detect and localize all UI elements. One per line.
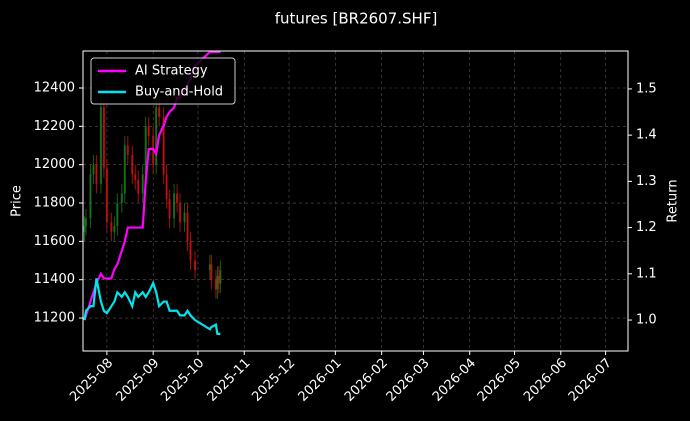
y-tick-label: 11200	[34, 311, 75, 326]
y-tick-label: 12000	[34, 157, 75, 172]
candle-body	[131, 155, 134, 175]
candle-body	[105, 168, 108, 223]
candle-body	[92, 164, 95, 175]
candle-body	[168, 199, 171, 219]
return-line	[83, 278, 221, 335]
y2-tick-label: 1.2	[636, 220, 657, 235]
legend-label: Buy-and-Hold	[135, 85, 223, 100]
candle-body	[158, 107, 161, 117]
candle-body	[173, 193, 176, 219]
candle-body	[165, 174, 168, 200]
y2-tick-label: 1.5	[636, 81, 657, 96]
candle-body	[179, 203, 182, 223]
candle-body	[110, 222, 113, 232]
chart-title: futures [BR2607.SHF]	[275, 10, 438, 28]
candle-body	[214, 279, 217, 290]
candle-body	[116, 203, 119, 227]
candle-body	[95, 164, 98, 184]
candle-body	[144, 126, 147, 175]
candle-body	[89, 174, 92, 219]
candle-body	[189, 241, 192, 261]
candle-body	[208, 264, 211, 271]
candle-body	[147, 126, 150, 136]
candle-body	[176, 193, 179, 204]
candle-body	[102, 107, 105, 169]
y-tick-label: 12200	[34, 119, 75, 134]
plot-frame	[82, 50, 629, 352]
y-tick-label: 11800	[34, 196, 75, 211]
y-tick-label: 11400	[34, 272, 75, 287]
candle-body	[99, 107, 102, 184]
candle-body	[134, 174, 137, 181]
legend-label: AI Strategy	[135, 64, 208, 79]
candle-body	[137, 180, 140, 194]
y2-tick-label: 1.3	[636, 174, 657, 189]
y2-tick-label: 1.0	[636, 313, 657, 328]
candle-body	[217, 275, 220, 284]
candle-body	[83, 226, 86, 232]
candle-body	[183, 212, 186, 223]
y-axis-label: Price	[10, 185, 25, 217]
candle-body	[126, 145, 129, 156]
candle-body	[120, 193, 123, 204]
candle-body	[155, 107, 158, 165]
y2-tick-label: 1.1	[636, 266, 657, 281]
y2-axis-label: Return	[666, 179, 681, 222]
legend-box	[90, 57, 236, 105]
y-tick-label: 11600	[34, 234, 75, 249]
y-tick-label: 12400	[34, 80, 75, 95]
candle-body	[113, 226, 116, 232]
candle-body	[193, 260, 196, 271]
candle-body	[219, 270, 222, 284]
candle-body	[216, 275, 219, 290]
y2-tick-label: 1.4	[636, 128, 657, 143]
candle-body	[186, 212, 189, 242]
candle-body	[84, 218, 87, 227]
candle-body	[162, 116, 165, 175]
candle-body	[123, 145, 126, 194]
candle-body	[210, 264, 213, 280]
candle-body	[141, 174, 144, 194]
